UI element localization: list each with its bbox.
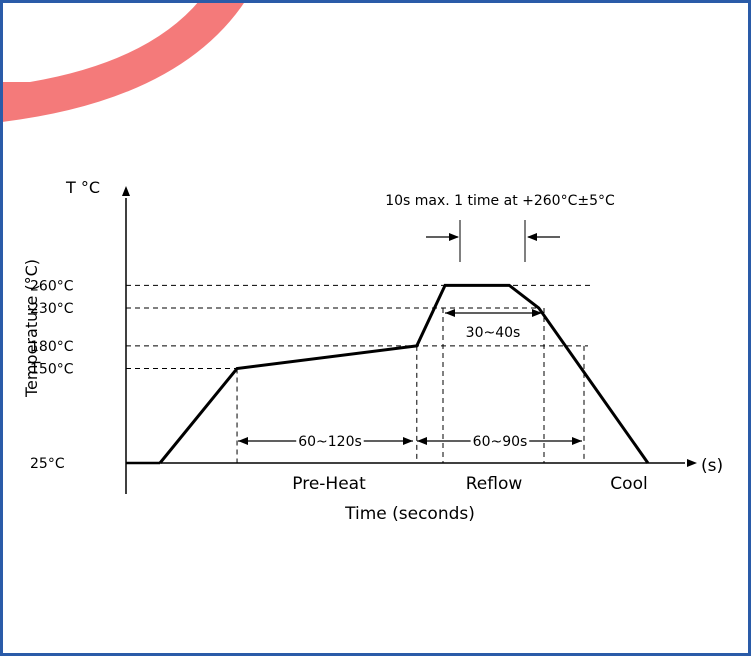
phase-label-cool: Cool bbox=[610, 474, 647, 494]
preheat-duration-label: 60~120s bbox=[298, 434, 362, 450]
y-tick-label-180: 180°C bbox=[30, 339, 74, 355]
y-tick-label-150: 150°C bbox=[30, 362, 74, 378]
profile-line bbox=[158, 283, 650, 464]
y-axis-arrowhead bbox=[122, 186, 130, 196]
preheat-span-left-head bbox=[238, 437, 248, 445]
phase-label-pre-heat: Pre-Heat bbox=[292, 474, 366, 494]
preheat-span-right-head bbox=[403, 437, 413, 445]
peak-arrow-right-head bbox=[527, 233, 537, 241]
phase-label-reflow: Reflow bbox=[466, 474, 523, 494]
above-230-span-right-head bbox=[532, 309, 542, 317]
above-180-span-left-head bbox=[417, 437, 427, 445]
y-tick-label-25: 25°C bbox=[30, 456, 65, 472]
peak-arrow-left-head bbox=[449, 233, 459, 241]
y-axis-title: Temperature (°C) bbox=[22, 259, 41, 398]
decorative-arc bbox=[2, 0, 246, 122]
x-axis-arrowhead bbox=[687, 459, 697, 467]
y-unit-label: T °C bbox=[65, 178, 100, 197]
y-tick-label-230: 230°C bbox=[30, 301, 74, 317]
x-axis-title: Time (seconds) bbox=[344, 504, 475, 524]
y-tick-label-260: 260°C bbox=[30, 278, 74, 294]
x-unit-label: (s) bbox=[701, 456, 723, 476]
above-230-span-left-head bbox=[445, 309, 455, 317]
above-180-span-right-head bbox=[572, 437, 582, 445]
above-230-label: 30~40s bbox=[466, 325, 521, 341]
chart-area: T °C (s) Time (seconds) Temperature (°C)260… bbox=[22, 178, 723, 524]
above-180-label: 60~90s bbox=[473, 434, 528, 450]
peak-note: 10s max. 1 time at +260°C±5°C bbox=[385, 193, 615, 209]
